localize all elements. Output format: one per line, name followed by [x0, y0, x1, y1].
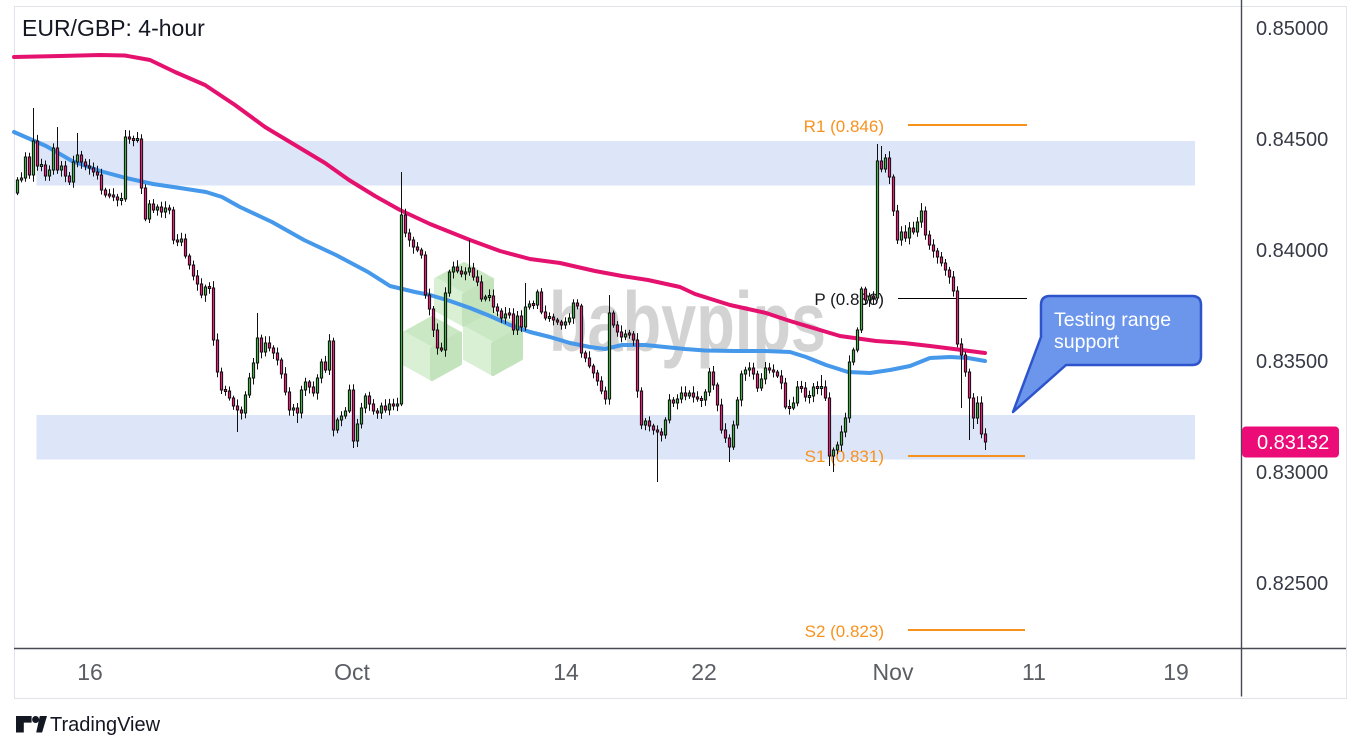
svg-text:0.84000: 0.84000 [1256, 240, 1328, 262]
svg-text:Oct: Oct [334, 659, 370, 685]
svg-text:Testing range: Testing range [1054, 309, 1171, 331]
svg-text:0.82500: 0.82500 [1256, 573, 1328, 595]
svg-text:16: 16 [77, 659, 103, 685]
svg-text:R1 (0.846): R1 (0.846) [804, 117, 884, 136]
svg-text:14: 14 [553, 659, 579, 685]
svg-text:0.85000: 0.85000 [1256, 18, 1328, 40]
svg-text:support: support [1054, 331, 1120, 353]
svg-text:0.84500: 0.84500 [1256, 129, 1328, 151]
svg-text:22: 22 [691, 659, 717, 685]
svg-text:S2 (0.823): S2 (0.823) [805, 622, 884, 641]
svg-text:0.83500: 0.83500 [1256, 351, 1328, 373]
svg-text:TradingView: TradingView [50, 714, 161, 736]
svg-text:0.83132: 0.83132 [1257, 432, 1329, 454]
svg-text:19: 19 [1163, 659, 1189, 685]
svg-text:S1 (0.831): S1 (0.831) [805, 447, 884, 466]
svg-text:EUR/GBP: 4-hour: EUR/GBP: 4-hour [22, 15, 205, 41]
svg-text:0.83000: 0.83000 [1256, 462, 1328, 484]
svg-text:11: 11 [1022, 659, 1046, 685]
svg-text:Nov: Nov [873, 659, 914, 685]
